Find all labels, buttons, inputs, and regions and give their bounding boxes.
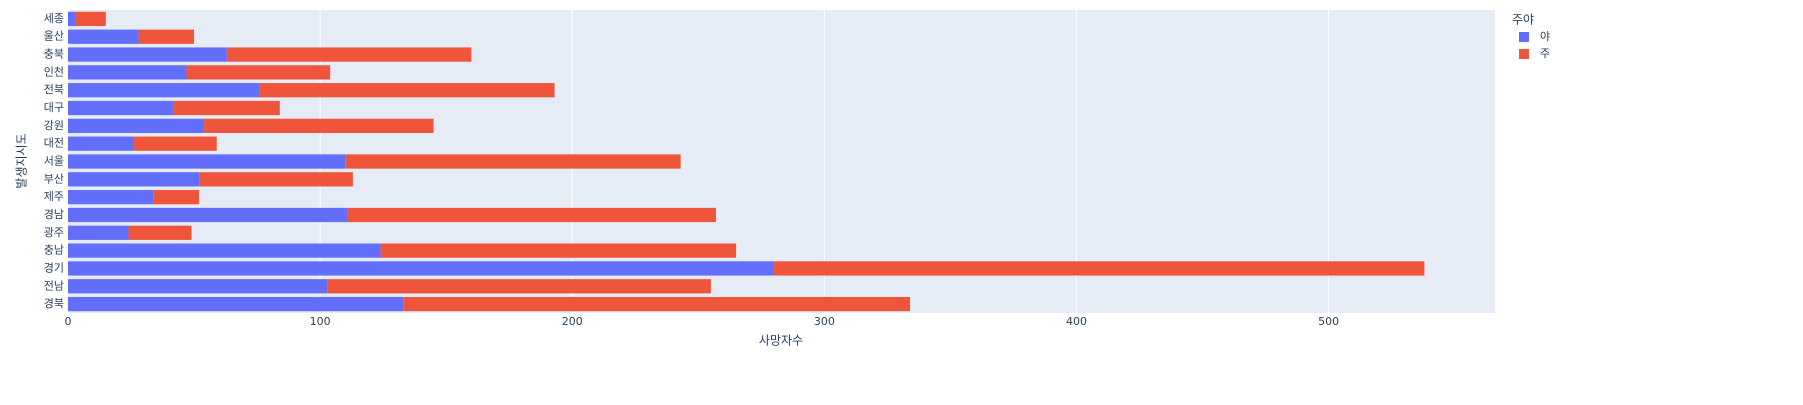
bar-segment: [68, 83, 260, 98]
legend-swatch: [1519, 49, 1529, 59]
bar-segment: [68, 118, 205, 133]
x-tick-label: 100: [310, 315, 331, 328]
bar-segment: [68, 100, 174, 116]
y-tick-label: 경북: [44, 297, 64, 310]
bar-segment: [68, 261, 774, 276]
y-tick-label: 광주: [44, 226, 64, 239]
y-tick-label: 인천: [44, 64, 64, 78]
bar-segment: [138, 29, 195, 44]
bar-segment: [68, 11, 76, 27]
bar-segment: [226, 47, 472, 62]
bar-segment: [327, 279, 711, 294]
legend-label: 주: [1540, 47, 1550, 60]
bar-segment: [204, 118, 434, 133]
y-axis-title: 발생지시도: [15, 133, 29, 188]
bar-segment: [773, 261, 1425, 276]
bar-segment: [380, 243, 737, 258]
y-tick-label: 대구: [44, 101, 64, 114]
y-tick-label: 대전: [44, 137, 64, 150]
legend-title: 주야: [1512, 13, 1534, 27]
y-tick-label: 전남: [44, 279, 64, 292]
bar-segment: [68, 65, 187, 80]
legend-label: 야: [1540, 30, 1550, 43]
bar-segment: [75, 11, 106, 27]
bar-segment: [68, 47, 227, 62]
bar-segment: [133, 136, 217, 151]
y-tick-label: 경남: [44, 208, 64, 221]
bar-segment: [68, 296, 404, 312]
y-tick-label: 서울: [44, 155, 64, 168]
x-tick-label: 200: [562, 315, 583, 328]
x-tick-label: 500: [1318, 315, 1339, 328]
bar-segment: [403, 296, 911, 312]
bar-segment: [259, 83, 555, 98]
y-tick-label: 경기: [44, 261, 64, 274]
bar-segment: [68, 225, 129, 240]
y-tick-label: 전북: [44, 83, 64, 96]
y-tick-label: 충북: [44, 48, 64, 61]
bar-segment: [68, 243, 381, 258]
bar-segment: [153, 190, 200, 205]
bar-segment: [173, 100, 280, 116]
bar-segment: [68, 172, 200, 187]
bar-segment: [347, 207, 716, 223]
bar-segment: [68, 279, 328, 294]
y-tick-label: 강원: [44, 119, 64, 132]
bar-segment: [68, 29, 139, 44]
bar-segment: [186, 65, 331, 80]
x-axis-title: 사망자수: [759, 334, 803, 348]
y-tick-label: 제주: [44, 190, 64, 203]
bar-segment: [128, 225, 192, 240]
legend-swatch: [1519, 32, 1529, 42]
y-tick-label: 충남: [44, 244, 64, 257]
x-tick-label: 0: [65, 315, 72, 328]
y-tick-label: 울산: [44, 30, 64, 43]
bar-segment: [345, 154, 681, 169]
x-tick-label: 400: [1066, 315, 1087, 328]
bar-segment: [68, 207, 348, 223]
bar-segment: [68, 190, 154, 205]
y-tick-label: 세종: [44, 12, 64, 25]
y-tick-label: 부산: [44, 172, 64, 185]
x-tick-label: 300: [814, 315, 835, 328]
bar-segment: [199, 172, 353, 187]
bar-segment: [68, 154, 346, 169]
bar-segment: [68, 136, 134, 151]
